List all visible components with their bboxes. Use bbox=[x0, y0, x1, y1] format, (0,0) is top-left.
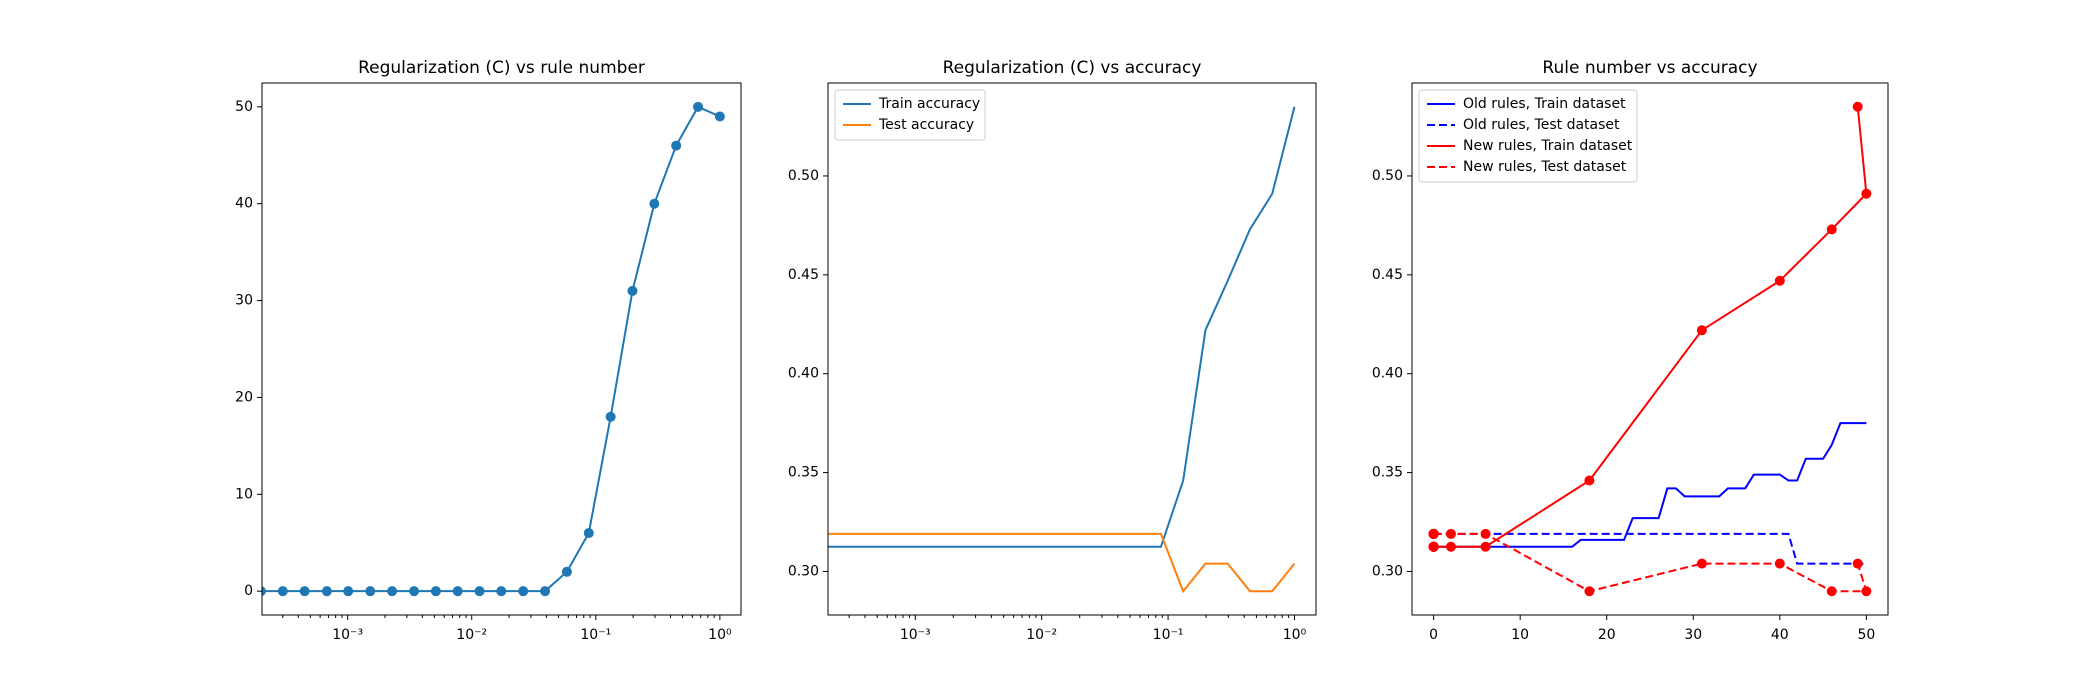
subplot: Regularization (C) vs accuracy 10⁻³ 10⁻² 10… bbox=[788, 58, 1317, 643]
chart-title: Regularization (C) vs accuracy bbox=[943, 58, 1202, 78]
marker bbox=[321, 586, 332, 597]
marker bbox=[1826, 586, 1837, 597]
axes-frame bbox=[827, 82, 1317, 616]
marker bbox=[540, 586, 551, 597]
marker bbox=[474, 586, 485, 597]
marker bbox=[518, 586, 529, 597]
marker bbox=[1480, 528, 1491, 539]
marker bbox=[1861, 586, 1872, 597]
legend-label: Old rules, Test dataset bbox=[1463, 117, 1620, 133]
marker bbox=[627, 285, 638, 296]
y-tick-label: 0.50 bbox=[1372, 168, 1403, 184]
x-tick-label: 10 bbox=[1511, 627, 1529, 643]
marker bbox=[343, 586, 354, 597]
marker bbox=[1861, 188, 1872, 199]
axes-frame bbox=[1411, 82, 1889, 616]
y-tick-label: 0.40 bbox=[1372, 366, 1403, 382]
marker bbox=[1852, 558, 1863, 569]
marker bbox=[561, 566, 572, 577]
legend-label: New rules, Test dataset bbox=[1463, 159, 1627, 175]
x-tick-label: 10⁻² bbox=[456, 627, 487, 643]
marker bbox=[387, 586, 398, 597]
y-tick-label: 20 bbox=[235, 389, 253, 405]
x-tick-label: 10⁰ bbox=[1283, 627, 1307, 643]
subplot: Regularization (C) vs rule number 10⁻³ 10⁻… bbox=[235, 58, 742, 643]
marker bbox=[649, 198, 660, 209]
legend-box bbox=[834, 89, 986, 141]
y-tick-label: 0.35 bbox=[788, 465, 819, 481]
marker bbox=[1445, 528, 1456, 539]
y-tick-label: 30 bbox=[235, 293, 253, 309]
marker bbox=[1774, 275, 1785, 286]
x-tick-label: 10⁻¹ bbox=[580, 627, 611, 643]
marker bbox=[1852, 101, 1863, 112]
x-tick-label: 10⁰ bbox=[708, 627, 732, 643]
y-tick-label: 0.40 bbox=[788, 366, 819, 382]
series-line bbox=[262, 105, 721, 593]
y-tick-label: 0.45 bbox=[1372, 267, 1403, 283]
subplot: Rule number vs accuracy 0 10 20 30 40 50 0.30 0.… bbox=[1372, 58, 1889, 643]
marker bbox=[430, 586, 441, 597]
marker bbox=[671, 140, 682, 151]
x-tick-label: 10⁻² bbox=[1026, 627, 1057, 643]
series-line bbox=[828, 532, 1296, 594]
y-tick-label: 0.45 bbox=[788, 267, 819, 283]
legend-box bbox=[1418, 89, 1638, 183]
series-line bbox=[828, 106, 1296, 548]
x-tick-label: 0 bbox=[1429, 627, 1438, 643]
plot-area bbox=[262, 101, 725, 597]
y-tick-label: 50 bbox=[235, 99, 253, 115]
chart-title: Rule number vs accuracy bbox=[1542, 58, 1757, 78]
axes-frame bbox=[261, 82, 742, 616]
marker bbox=[1428, 541, 1439, 552]
y-tick-label: 0.30 bbox=[1372, 563, 1403, 579]
y-tick-label: 0.50 bbox=[788, 168, 819, 184]
marker bbox=[1826, 224, 1837, 235]
x-tick-label: 10⁻¹ bbox=[1153, 627, 1184, 643]
marker bbox=[605, 411, 616, 422]
legend-label: Train accuracy bbox=[878, 96, 980, 112]
y-tick-label: 40 bbox=[235, 196, 253, 212]
marker bbox=[262, 586, 266, 597]
marker bbox=[1584, 475, 1595, 486]
marker bbox=[714, 111, 725, 122]
x-tick-label: 50 bbox=[1857, 627, 1875, 643]
marker bbox=[1696, 558, 1707, 569]
marker bbox=[1445, 541, 1456, 552]
y-tick-label: 0.30 bbox=[788, 563, 819, 579]
x-tick-label: 10⁻³ bbox=[900, 627, 931, 643]
y-tick-label: 0.35 bbox=[1372, 465, 1403, 481]
plot-area bbox=[1428, 101, 1872, 597]
series-line bbox=[1433, 422, 1867, 548]
x-tick-label: 40 bbox=[1771, 627, 1789, 643]
chart-title: Regularization (C) vs rule number bbox=[358, 58, 645, 78]
y-tick-label: 0 bbox=[244, 583, 253, 599]
x-tick-label: 10⁻³ bbox=[332, 627, 363, 643]
marker bbox=[693, 101, 704, 112]
marker bbox=[299, 586, 310, 597]
x-tick-label: 20 bbox=[1598, 627, 1616, 643]
marker bbox=[1428, 528, 1439, 539]
marker bbox=[1480, 541, 1491, 552]
x-tick-label: 30 bbox=[1684, 627, 1702, 643]
marker bbox=[1696, 325, 1707, 336]
series-line bbox=[1433, 532, 1868, 593]
y-tick-label: 10 bbox=[235, 486, 253, 502]
plot-area bbox=[828, 106, 1296, 594]
marker bbox=[365, 586, 376, 597]
legend-label: New rules, Train dataset bbox=[1463, 138, 1633, 154]
marker bbox=[409, 586, 420, 597]
marker bbox=[277, 586, 288, 597]
marker bbox=[496, 586, 507, 597]
legend-label: Old rules, Train dataset bbox=[1463, 96, 1626, 112]
legend-label: Test accuracy bbox=[878, 117, 974, 133]
marker bbox=[583, 528, 594, 539]
marker bbox=[1774, 558, 1785, 569]
marker bbox=[1584, 586, 1595, 597]
marker bbox=[452, 586, 463, 597]
